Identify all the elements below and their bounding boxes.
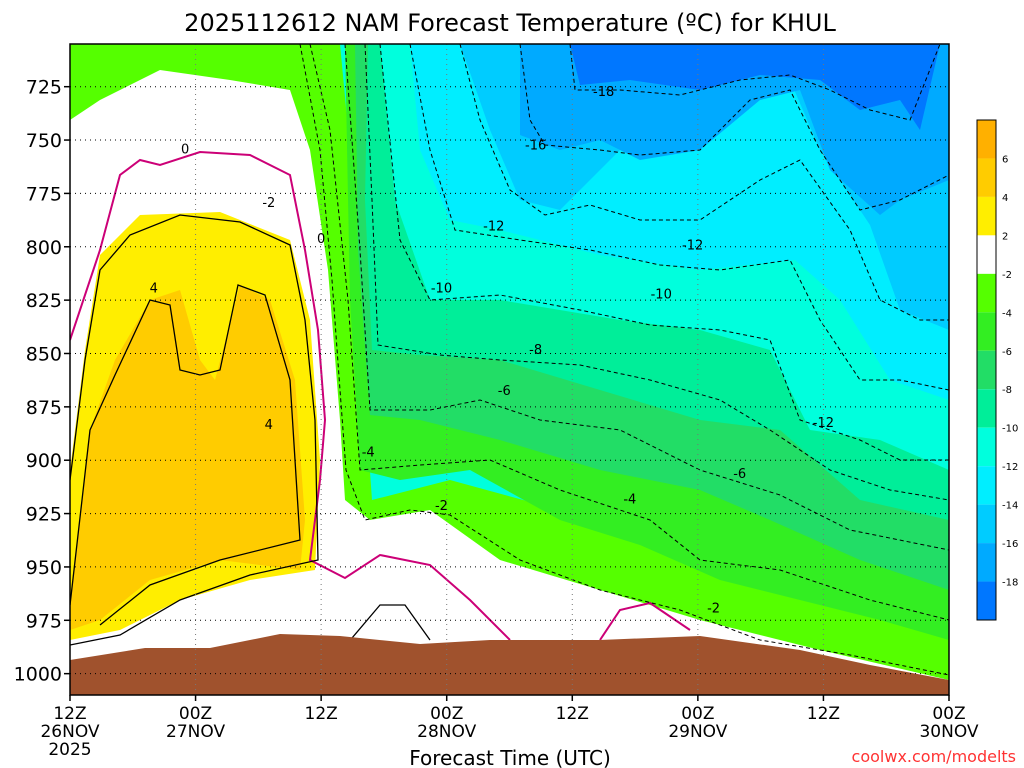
x-tick-label-time: 12Z (556, 704, 589, 724)
terrain-ground (70, 634, 949, 695)
contour-line-minus12C (409, 44, 949, 391)
contour-line-0C (70, 150, 511, 641)
x-tick-label-date: 26NOV (40, 722, 99, 742)
contour-line-minus6C (344, 44, 949, 551)
x-tick-label-time: 00Z (430, 704, 463, 724)
y-tick-label: 800 (26, 237, 62, 259)
x-tick-label-date: 30NOV (919, 722, 978, 742)
colorbar-swatch (977, 581, 996, 620)
contour-label: -2 (262, 196, 275, 211)
contour-label: -16 (525, 138, 546, 153)
y-tick-label: 825 (26, 290, 62, 312)
y-tick-label: 850 (26, 343, 62, 365)
contour-label: -10 (431, 281, 452, 296)
colorbar-swatch (977, 235, 996, 274)
colorbar-label: 6 (1002, 154, 1008, 165)
y-tick-label: 975 (26, 610, 62, 632)
colorbar-label: -16 (1002, 539, 1018, 550)
colorbar-label: 4 (1002, 193, 1008, 204)
colorbar-label: -18 (1002, 578, 1018, 589)
colorbar-label: -14 (1002, 501, 1018, 512)
contour-label: -4 (623, 493, 636, 508)
contour-labels: 0 -2 0 4 4 -4 -2 -18 -16 -12 -12 -10 -10 -8 -6 -12 -6 -4 -… (150, 85, 834, 617)
x-tick-label-time: 00Z (932, 704, 965, 724)
contour-line-minus16C (519, 44, 949, 211)
y-axis: 725 750 775 800 825 850 875 900 925 950 975 1000 (14, 77, 70, 686)
contour-label: -8 (529, 343, 542, 358)
x-tick-label-time: 12Z (807, 704, 840, 724)
colorbar-swatch (977, 504, 996, 544)
contour-line-2C (70, 214, 319, 646)
x-tick-label-date: 27NOV (166, 722, 225, 742)
grid-lines (70, 44, 949, 695)
x-tick-label-year: 2025 (48, 740, 91, 760)
colorbar-swatch (977, 350, 996, 390)
colorbar-swatch (977, 196, 996, 236)
colorbar-label: 2 (1002, 231, 1008, 242)
colorbar-label: -4 (1002, 308, 1012, 319)
contour-label: -10 (651, 288, 672, 303)
x-tick-label-date: 29NOV (668, 722, 727, 742)
contour-label: -6 (498, 384, 511, 399)
colorbar-swatch (977, 543, 996, 582)
plot-area (70, 44, 949, 695)
contour-line-0C-east (599, 601, 691, 641)
x-tick-label-date: 28NOV (417, 722, 476, 742)
contour-label: 4 (265, 418, 273, 433)
contour-label: -18 (593, 85, 614, 100)
contour-line-4C (70, 284, 301, 626)
colorbar-swatch (977, 427, 996, 467)
fill-region-below-minus18 (570, 44, 940, 130)
contour-line-minus18C (569, 44, 941, 121)
colorbar-label: -8 (1002, 385, 1012, 396)
colorbar-label: -6 (1002, 347, 1012, 358)
x-tick-label-time: 12Z (53, 704, 86, 724)
colorbar-swatch (977, 389, 996, 428)
contour-label: -2 (707, 601, 720, 616)
fill-region-4-to-6 (70, 285, 305, 630)
y-tick-label: 725 (26, 77, 62, 99)
contour-label: -12 (813, 416, 834, 431)
contour-line-minus2C (299, 44, 949, 676)
colorbar-legend: 6 4 2 -2 -4 -6 -8 -10 -12 -14 -16 -18 (976, 119, 1018, 621)
colorbar-label: -12 (1002, 462, 1018, 473)
x-axis-title: Forecast Time (UTC) (409, 746, 611, 768)
colorbar-swatch (977, 312, 996, 351)
contour-label: 0 (317, 232, 325, 247)
x-tick-label-time: 00Z (681, 704, 714, 724)
contour-label: 4 (150, 281, 158, 296)
contour-label: -12 (483, 219, 504, 234)
contour-label: 0 (181, 143, 189, 158)
y-tick-label: 950 (26, 557, 62, 579)
contour-label: -6 (733, 467, 746, 482)
contour-line-minus4C (309, 44, 949, 621)
y-tick-label: 1000 (14, 664, 62, 686)
y-tick-label: 750 (26, 130, 62, 152)
contour-label: -4 (362, 446, 375, 461)
contour-label: -12 (682, 239, 703, 254)
y-tick-label: 900 (26, 450, 62, 472)
colorbar-swatch (977, 120, 996, 159)
x-tick-label-time: 00Z (179, 704, 212, 724)
contour-label: -2 (435, 499, 448, 514)
contour-line-minus14C (459, 44, 949, 321)
plot-frame (69, 43, 950, 696)
colorbar-swatch (977, 273, 996, 313)
colorbar-swatch (977, 158, 996, 197)
chart-title: 2025112612 NAM Forecast Temperature (ºC)… (184, 9, 836, 37)
y-tick-label: 925 (26, 504, 62, 526)
x-tick-label-time: 12Z (305, 704, 338, 724)
contour-line-minus8C (364, 44, 949, 501)
credit-text: coolwx.com/modelts (852, 747, 1016, 766)
contour-line-2C-ridge (351, 604, 431, 641)
colorbar-label: -2 (1002, 270, 1012, 281)
contour-line-minus10C (379, 44, 949, 461)
colorbar-swatch (977, 466, 996, 505)
y-tick-label: 775 (26, 183, 62, 205)
colorbar-frame (976, 119, 997, 621)
colorbar-label: -10 (1002, 424, 1018, 435)
y-tick-label: 875 (26, 397, 62, 419)
